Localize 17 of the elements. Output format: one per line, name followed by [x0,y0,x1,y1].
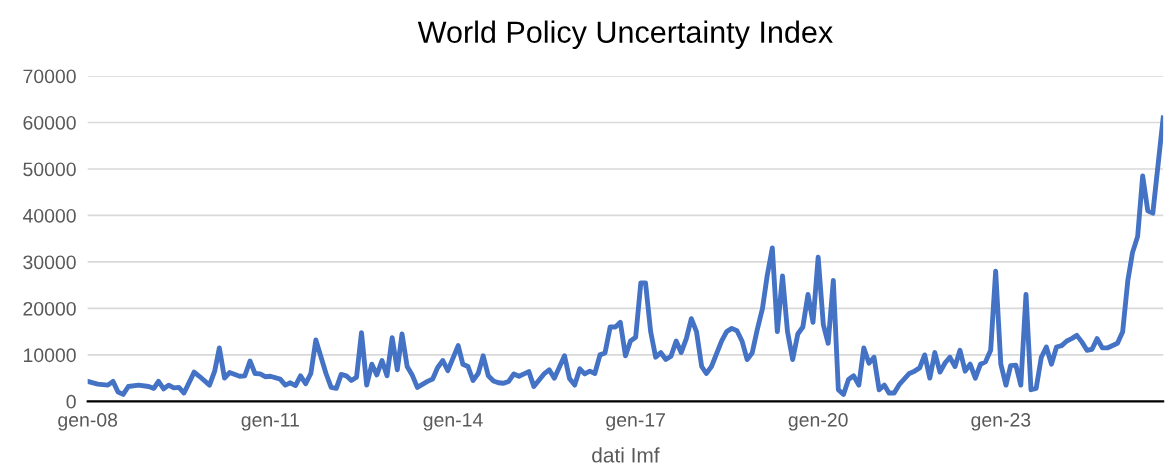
chart-title: World Policy Uncertainty Index [417,20,833,50]
x-tick-label: gen-14 [423,413,483,431]
y-tick-label: 40000 [22,208,76,223]
line-series [87,115,1164,397]
x-axis-title: dati Imf [592,447,660,463]
x-tick-label: gen-11 [241,413,299,431]
y-tick-label: 10000 [23,348,76,363]
x-tick-label: gen-08 [58,413,118,431]
y-tick-label: 20000 [23,301,76,316]
y-tick-label: 70000 [23,69,76,84]
x-tick-label: gen-20 [788,413,848,431]
y-tick-label: 0 [66,394,76,409]
x-tick-label: gen-17 [606,413,665,431]
y-tick-label: 60000 [23,115,76,130]
x-tick-label: gen-23 [971,413,1031,431]
y-tick-label: 50000 [23,162,76,177]
y-tick-label: 30000 [23,255,76,270]
